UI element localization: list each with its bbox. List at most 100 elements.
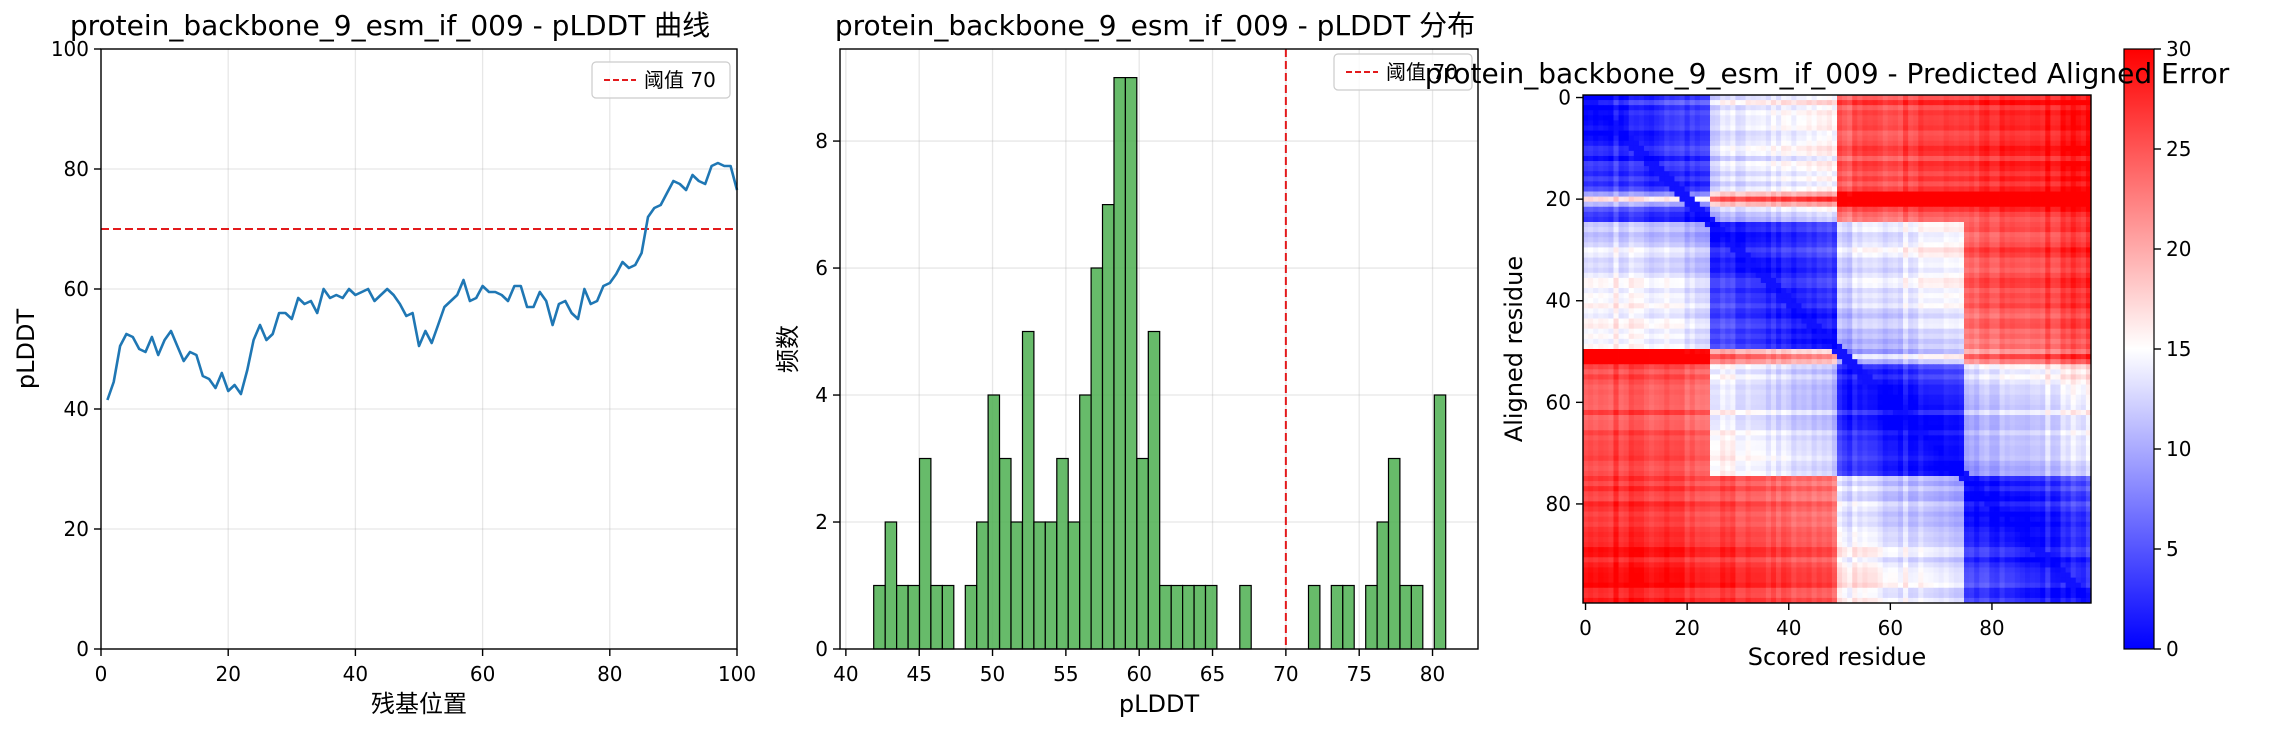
heatmap-cell xyxy=(1704,166,1711,172)
heatmap-cell xyxy=(1715,186,1721,192)
heatmap-cell xyxy=(1974,110,1980,116)
heatmap-cell xyxy=(1847,115,1853,121)
heatmap-cell xyxy=(1755,125,1762,131)
heatmap-cell xyxy=(2040,216,2046,223)
heatmap-cell xyxy=(1821,227,1828,233)
heatmap-cell xyxy=(1953,242,1960,248)
heatmap-cell xyxy=(2040,206,2046,213)
heatmap-cell xyxy=(1654,216,1660,223)
heatmap-cell xyxy=(1826,323,1833,330)
heatmap-cell xyxy=(1694,288,1701,294)
heatmap-cell xyxy=(1928,130,1934,137)
heatmap-cell xyxy=(1745,140,1752,147)
heatmap-cell xyxy=(1953,125,1960,131)
heatmap-cell xyxy=(1750,115,1757,121)
heatmap-cell xyxy=(1953,252,1960,258)
line-x-tick-label: 0 xyxy=(95,662,108,686)
heatmap-cell xyxy=(1689,282,1696,289)
heatmap-cell xyxy=(1593,338,1599,345)
heatmap-cell xyxy=(2085,222,2092,228)
heatmap-cell xyxy=(1974,176,1980,182)
heatmap-cell xyxy=(1796,115,1802,121)
heatmap-cell xyxy=(1903,206,1909,213)
heatmap-cell xyxy=(1649,110,1655,116)
heatmap-cell xyxy=(1669,216,1675,223)
heatmap-cell xyxy=(1735,135,1741,142)
heatmap-cell xyxy=(1948,262,1955,269)
heatmap-cell xyxy=(1877,206,1884,213)
heatmap-cell xyxy=(2080,95,2087,101)
heatmap-cell xyxy=(1867,272,1873,279)
heatmap-cell xyxy=(1999,95,2006,101)
heatmap-cell xyxy=(1770,318,1777,324)
heatmap-cell xyxy=(1999,293,2006,299)
heatmap-cell xyxy=(1689,155,1696,162)
heatmap-cell xyxy=(1765,166,1772,172)
heatmap-cell xyxy=(1618,186,1625,192)
heatmap-cell xyxy=(2065,135,2072,142)
heatmap-cell xyxy=(1608,95,1614,101)
heatmap-cell xyxy=(1786,176,1792,182)
heatmap-cell xyxy=(1633,333,1640,340)
heatmap-cell xyxy=(2045,105,2051,111)
heatmap-cell xyxy=(1958,242,1965,248)
heatmap-cell xyxy=(1654,323,1660,330)
heatmap-cell xyxy=(1862,257,1868,264)
heatmap-cell xyxy=(1654,100,1660,106)
heatmap-cell xyxy=(1821,277,1828,284)
heatmap-cell xyxy=(1938,257,1945,264)
heatmap-cell xyxy=(1613,150,1619,157)
heatmap-cell xyxy=(1593,161,1599,167)
heatmap-cell xyxy=(1918,181,1924,187)
heatmap-cell xyxy=(1837,293,1843,299)
heatmap-cell xyxy=(2055,262,2061,269)
heatmap-cell xyxy=(1786,313,1792,319)
heatmap-cell xyxy=(1643,242,1650,248)
heatmap-cell xyxy=(1679,120,1685,126)
heatmap-cell xyxy=(1613,338,1619,345)
heatmap-cell xyxy=(1796,176,1802,182)
heatmap-cell xyxy=(1633,282,1640,289)
heatmap-cell xyxy=(1857,333,1863,340)
heatmap-cell xyxy=(1923,237,1929,243)
heatmap-cell xyxy=(2035,161,2041,167)
heatmap-cell xyxy=(1715,282,1721,289)
heatmap-cell xyxy=(1588,232,1594,238)
heatmap-cell xyxy=(1781,277,1787,284)
heatmap-cell xyxy=(1897,277,1904,284)
heatmap-cell xyxy=(1684,232,1691,238)
heatmap-cell xyxy=(1760,232,1767,238)
heatmap-cell xyxy=(1826,313,1833,319)
heatmap-cell xyxy=(1953,130,1960,137)
heatmap-cell xyxy=(2085,110,2092,116)
heatmap-cell xyxy=(1837,135,1843,142)
heatmap-cell xyxy=(1588,267,1594,274)
heatmap-cell xyxy=(1776,120,1782,126)
heatmap-cell xyxy=(1796,211,1802,218)
heatmap-cell xyxy=(1908,95,1914,101)
heatmap-cell xyxy=(1684,145,1691,152)
heatmap-cell xyxy=(1776,222,1782,228)
heatmap-cell xyxy=(2019,252,2026,258)
heatmap-cell xyxy=(2019,171,2026,177)
line-x-ticks: 0 20 40 60 80 100 xyxy=(95,649,756,686)
heatmap-cell xyxy=(2014,216,2021,223)
heatmap-cell xyxy=(2085,216,2092,223)
heatmap-cell xyxy=(1730,227,1736,233)
heatmap-cell xyxy=(1740,252,1746,258)
heatmap-cell xyxy=(2009,181,2016,187)
heatmap-cell xyxy=(2040,150,2046,157)
heatmap-cell xyxy=(1887,206,1894,213)
heatmap-cell xyxy=(1831,166,1838,172)
heatmap-cell xyxy=(1623,252,1630,258)
heatmap-cell xyxy=(1816,166,1823,172)
heatmap-cell xyxy=(1633,161,1640,167)
heatmap-cell xyxy=(1720,237,1726,243)
heatmap-cell xyxy=(1831,257,1838,264)
heatmap-cell xyxy=(2080,216,2087,223)
heatmap-cell xyxy=(1892,100,1899,106)
heatmap-cell xyxy=(1837,206,1843,213)
heatmap-cell xyxy=(1867,298,1873,304)
heatmap-cell xyxy=(2070,303,2077,309)
histogram-x-tick-label: 60 xyxy=(1126,662,1151,686)
